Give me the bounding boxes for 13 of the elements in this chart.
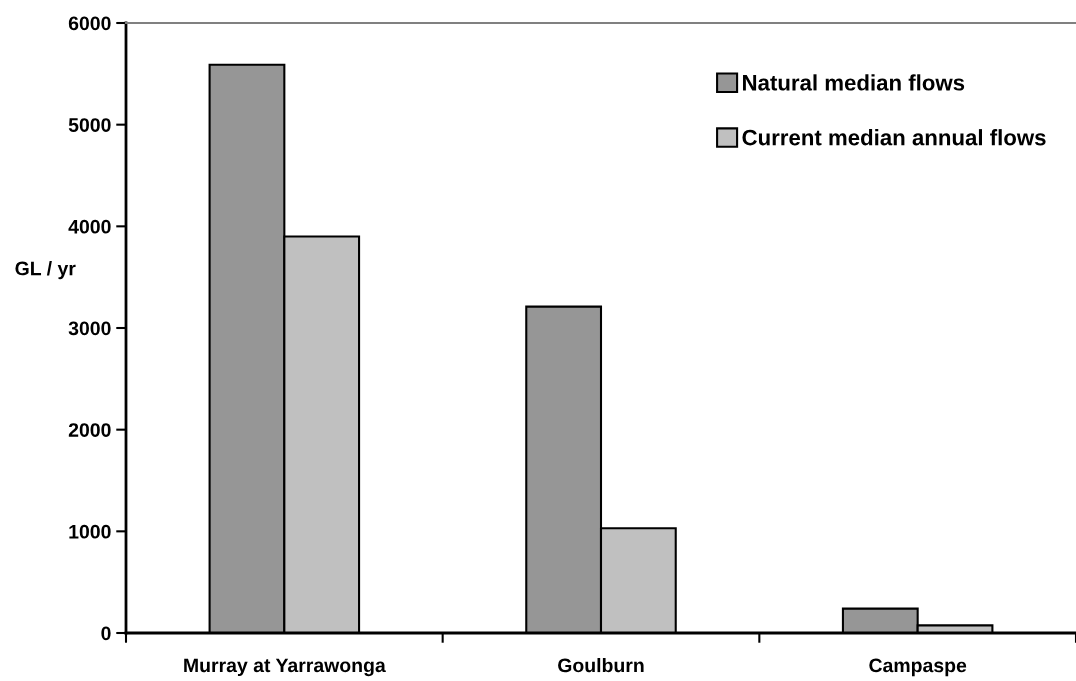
y-tick-label: 1000 — [69, 524, 111, 539]
legend-label: Current median annual flows — [742, 129, 1046, 146]
x-tick-label: Campaspe — [869, 658, 967, 677]
y-tick-label: 5000 — [68, 118, 111, 132]
x-tick-label: Murray at Yarrawonga — [184, 658, 386, 677]
y-tick-label: 3000 — [68, 321, 111, 336]
y-axis-title: GL / yr — [15, 261, 76, 280]
legend-label: Natural median flows — [743, 74, 965, 91]
y-tick-label: 2000 — [68, 423, 111, 437]
y-tick-label: 0 — [101, 626, 111, 641]
y-tick-label: 4000 — [68, 219, 111, 234]
y-tick-label: 6000 — [68, 16, 111, 31]
x-tick-label: Goulburn — [558, 658, 644, 673]
